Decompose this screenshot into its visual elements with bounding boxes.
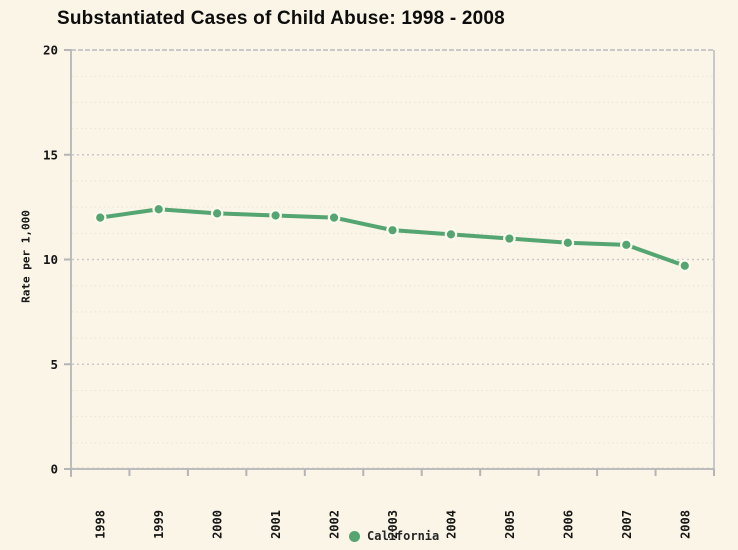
x-tick-label: 2001 [269, 510, 283, 539]
data-point-marker [386, 223, 399, 237]
y-tick-label: 5 [50, 357, 58, 372]
x-tick-label: 2003 [386, 510, 400, 539]
y-tick-label: 10 [43, 252, 58, 267]
series-line [98, 207, 687, 268]
legend-series-circle-icon [349, 530, 360, 542]
chart-title: Substantiated Cases of Child Abuse: 1998… [57, 8, 505, 29]
x-tick-label: 2008 [678, 510, 692, 539]
data-point-marker [561, 236, 575, 250]
x-tick-label: 2005 [503, 510, 517, 539]
data-point-marker [210, 207, 224, 220]
x-tick-label: 2004 [444, 510, 458, 539]
x-tick-label: 2006 [561, 510, 575, 539]
data-point-marker [620, 238, 633, 252]
legend: California [349, 529, 439, 543]
x-tick-label: 2007 [620, 510, 634, 539]
x-tick-label: 2002 [328, 510, 342, 539]
data-point-marker [678, 259, 692, 273]
x-tick-label: 2000 [211, 510, 225, 539]
y-tick-label: 0 [50, 462, 58, 477]
data-point-marker [444, 228, 458, 241]
data-point-marker [93, 211, 107, 224]
x-tick-label: 1998 [94, 510, 108, 539]
y-tick-label: 20 [43, 43, 58, 58]
x-tick-label: 1999 [152, 510, 166, 539]
legend-label: California [367, 529, 440, 543]
data-point-marker [327, 211, 341, 224]
data-point-marker [269, 209, 282, 222]
data-point-marker [503, 232, 516, 245]
data-point-marker [152, 202, 165, 216]
y-tick-label: 15 [43, 147, 58, 162]
